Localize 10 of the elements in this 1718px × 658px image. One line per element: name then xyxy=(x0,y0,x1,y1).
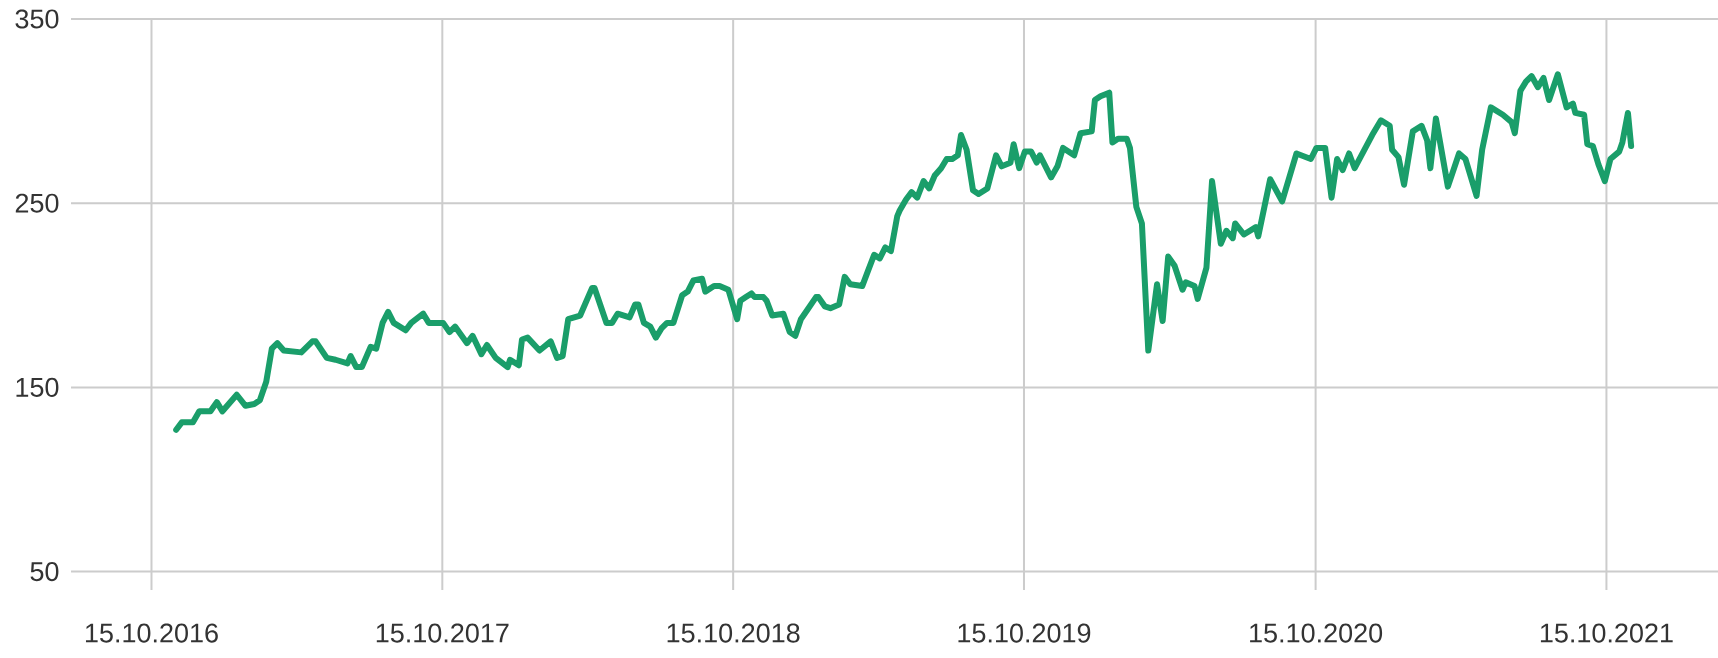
x-tick-label: 15.10.2021 xyxy=(1540,623,1673,643)
x-tick-label: 15.10.2019 xyxy=(958,623,1091,643)
y-tick-label: 350 xyxy=(15,9,59,29)
x-tick-label: 15.10.2020 xyxy=(1250,623,1383,643)
y-tick-label: 250 xyxy=(15,193,59,213)
x-tick-label: 15.10.2018 xyxy=(667,623,800,643)
x-tick-label: 15.10.2017 xyxy=(376,623,509,643)
y-tick-label: 50 xyxy=(30,562,59,582)
x-tick-label: 15.10.2016 xyxy=(85,623,218,643)
y-tick-label: 150 xyxy=(16,377,59,397)
